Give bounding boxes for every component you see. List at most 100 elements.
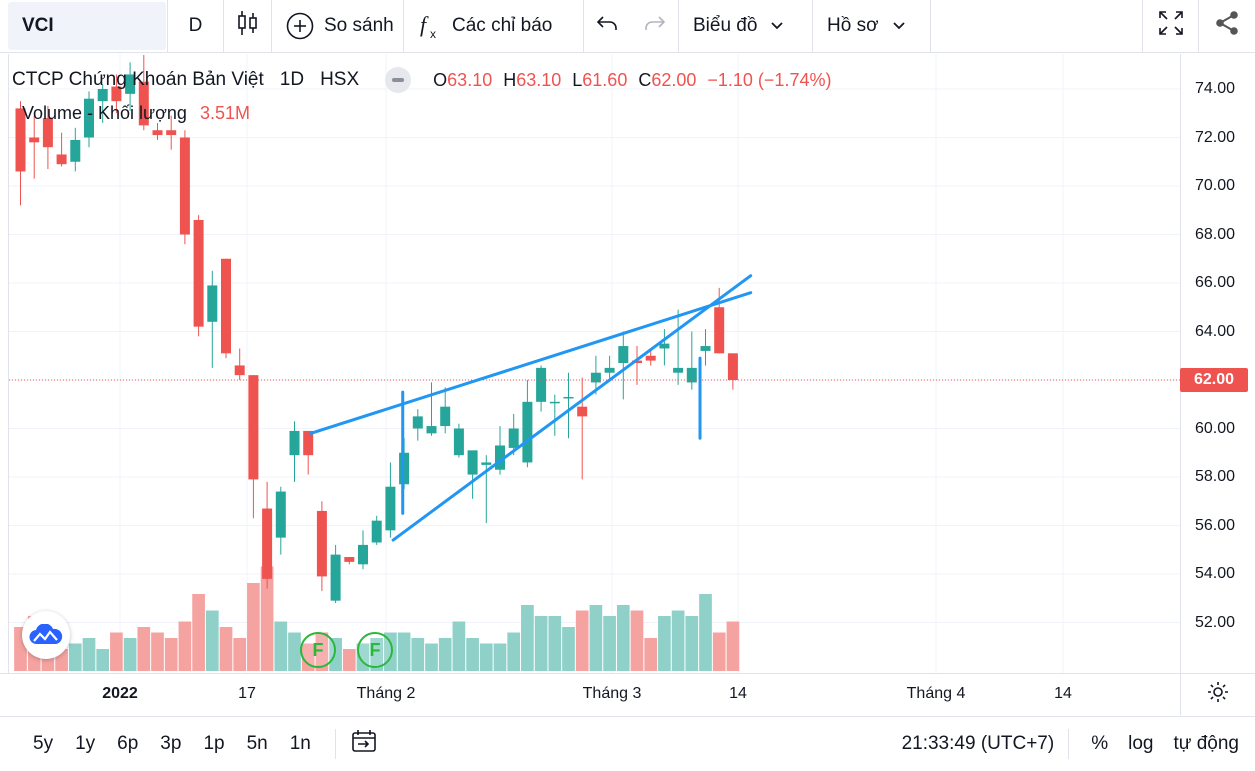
volume-bar: [521, 605, 534, 671]
candle-body: [412, 416, 423, 429]
chart-settings-button[interactable]: [1180, 673, 1255, 715]
time-axis[interactable]: 2022 17 Tháng 2 Tháng 3 14 Tháng 4 14: [0, 673, 1180, 715]
time-tick: 14: [1054, 685, 1072, 702]
candle-body: [645, 355, 656, 361]
redo-icon[interactable]: [644, 14, 666, 38]
range-1m[interactable]: 1p: [203, 733, 225, 754]
volume-bar: [575, 610, 589, 671]
fullscreen-button[interactable]: [1143, 0, 1199, 52]
ohlc-l-label: L: [572, 69, 583, 90]
profile-label: Hồ sơ: [827, 15, 879, 36]
range-5y[interactable]: 5y: [33, 733, 54, 754]
ohlc-values: O 63.10 H 63.10 L 61.60 C 62.00 −1.10 (−1.74…: [433, 70, 831, 91]
volume-bar: [288, 632, 301, 671]
bottom-toolbar: 5y 1y 6p 3p 1p 5n 1n 21:33:49 (UTC+7) % …: [0, 716, 1255, 771]
goto-date-icon[interactable]: [350, 729, 378, 759]
candle-body: [536, 367, 547, 402]
time-tick: Tháng 2: [356, 685, 416, 702]
candle-body: [700, 346, 711, 351]
price-axis[interactable]: 74.00 72.00 70.00 68.00 66.00 64.00 60.00 58.00…: [1180, 54, 1255, 673]
range-1y[interactable]: 1y: [75, 733, 96, 754]
candle-body: [508, 428, 519, 448]
price-tick: 60.00: [1195, 419, 1236, 437]
candle-body: [385, 486, 396, 531]
candle-body: [29, 137, 40, 143]
chart-style-button[interactable]: [224, 0, 272, 52]
candle-body: [84, 98, 94, 138]
time-tick: Tháng 3: [582, 685, 642, 702]
candle-body: [467, 450, 478, 475]
volume-bar: [699, 594, 712, 671]
svg-text:x: x: [430, 27, 436, 40]
undo-icon[interactable]: [596, 14, 618, 38]
log-toggle[interactable]: log: [1128, 733, 1154, 754]
plus-circle-icon: [286, 12, 314, 40]
clock-timezone[interactable]: 21:33:49 (UTC+7): [901, 733, 1055, 754]
percent-toggle[interactable]: %: [1091, 733, 1109, 754]
symbol-label: VCI: [22, 15, 54, 36]
volume-bar: [534, 616, 548, 671]
volume-bar: [397, 632, 411, 671]
volume-bar: [493, 643, 507, 671]
chart-pane[interactable]: [0, 54, 1180, 673]
legend-exchange: HSX: [320, 69, 360, 90]
chevron-down-icon: [892, 22, 905, 30]
cloud-logo-icon: [29, 624, 63, 645]
time-tick: 2022: [102, 685, 138, 702]
svg-text:f: f: [420, 12, 429, 37]
volume-legend: Volume - Khối lượng 3.51M: [22, 103, 250, 124]
candle-body: [440, 406, 451, 427]
candle-body: [70, 139, 81, 162]
candle-body: [549, 401, 560, 404]
compare-button[interactable]: So sánh: [272, 0, 404, 52]
range-6m[interactable]: 6p: [117, 733, 139, 754]
range-5d[interactable]: 5n: [246, 733, 268, 754]
price-tick: 58.00: [1195, 468, 1236, 485]
volume-value: 3.51M: [199, 103, 250, 123]
volume-bar: [260, 566, 274, 671]
volume-bar: [452, 621, 466, 671]
price-tick: 72.00: [1195, 128, 1236, 146]
volume-bar: [603, 616, 616, 671]
chart-menu-button[interactable]: Biểu đồ: [679, 0, 813, 52]
volume-bar: [233, 638, 247, 671]
volume-bar: [562, 627, 575, 671]
collapse-legend-button[interactable]: [385, 67, 412, 93]
price-tick: 64.00: [1195, 322, 1236, 340]
toolbar-divider: [167, 0, 168, 52]
tradingview-logo[interactable]: [22, 611, 70, 659]
candle-body: [727, 353, 738, 380]
financials-event-badge[interactable]: F: [300, 632, 336, 668]
candle-body: [563, 396, 574, 399]
chevron-down-icon: [771, 22, 784, 30]
financials-event-badge[interactable]: F: [357, 632, 393, 668]
volume-bar: [712, 632, 726, 671]
volume-bar: [164, 638, 178, 671]
profile-menu-button[interactable]: Hồ sơ: [813, 0, 931, 52]
candles-icon: [236, 10, 260, 42]
legend-title: CTCP Chứng Khoán Bản Việt: [12, 69, 264, 90]
price-chart[interactable]: [0, 54, 1180, 673]
candle-body: [42, 118, 53, 148]
volume-bar: [219, 627, 233, 671]
range-1d[interactable]: 1n: [289, 733, 311, 754]
volume-bar: [726, 621, 740, 671]
range-3m[interactable]: 3p: [160, 733, 182, 754]
volume-bar: [274, 621, 288, 671]
volume-bar: [507, 632, 521, 671]
interval-label: D: [188, 15, 203, 36]
candle-body: [56, 154, 67, 165]
auto-scale-toggle[interactable]: tự động: [1173, 733, 1239, 754]
volume-bar: [616, 605, 630, 671]
candle-body: [577, 406, 588, 417]
share-button[interactable]: [1199, 0, 1255, 52]
ohlc-h-label: H: [503, 69, 517, 90]
candle-body: [481, 462, 492, 465]
ohlc-c-label: C: [638, 69, 652, 90]
symbol-search-button[interactable]: VCI: [8, 2, 166, 50]
candle-body: [179, 137, 190, 235]
interval-button[interactable]: D: [168, 0, 224, 52]
candle-body: [275, 491, 286, 538]
